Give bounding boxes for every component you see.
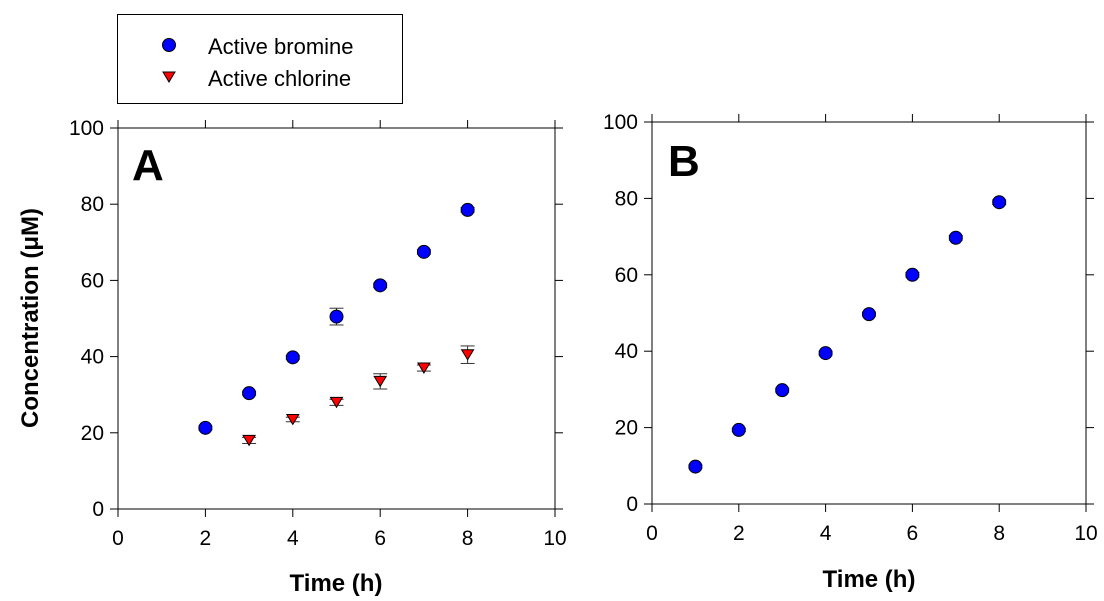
x-tick-label: 6 xyxy=(907,522,919,545)
data-point xyxy=(198,420,213,435)
data-point xyxy=(416,244,431,259)
y-axis: 0 20 40 60 80 100 xyxy=(603,111,1094,516)
y-tick-label: 0 xyxy=(626,493,638,516)
legend-item-active-bromine: Active bromine xyxy=(118,32,402,62)
y-axis: 0 20 40 60 80 100 xyxy=(69,117,563,521)
data-point xyxy=(948,230,963,245)
y-tick-label: 20 xyxy=(615,417,638,440)
x-tick-label: 10 xyxy=(1074,522,1097,545)
x-axis: 0 2 4 6 8 10 xyxy=(646,114,1098,545)
data-point xyxy=(417,362,431,375)
x-tick-label: 2 xyxy=(733,522,745,545)
y-tick-label: 60 xyxy=(615,264,638,287)
x-axis: 0 2 4 6 8 10 xyxy=(112,120,567,550)
x-tick-label: 2 xyxy=(200,527,212,550)
x-tick-label: 0 xyxy=(646,522,658,545)
legend-label: Active chlorine xyxy=(208,66,352,91)
legend: Active bromine Active chlorine xyxy=(117,14,403,104)
data-point xyxy=(329,396,344,409)
data-point xyxy=(285,413,300,426)
x-tick-label: 4 xyxy=(820,522,832,545)
data-point xyxy=(731,422,746,437)
x-tick-label: 10 xyxy=(543,527,566,550)
data-point xyxy=(373,278,388,293)
x-tick-label: 8 xyxy=(462,527,474,550)
x-axis-title: Time (h) xyxy=(290,570,383,597)
y-tick-label: 100 xyxy=(603,111,638,134)
panel-a: 0 2 4 6 8 10 0 20 40 60 80 100 A Time (h) Concentr… xyxy=(17,117,567,597)
data-point xyxy=(329,309,344,324)
data-point xyxy=(460,202,475,217)
triangle-marker-icon xyxy=(162,71,176,83)
legend-label: Active bromine xyxy=(208,34,354,59)
data-point xyxy=(992,195,1007,210)
plot-marks xyxy=(198,202,475,447)
y-tick-label: 80 xyxy=(81,193,104,216)
data-point xyxy=(373,375,388,388)
y-axis-title: Concentration (μM) xyxy=(17,208,44,428)
x-tick-label: 6 xyxy=(374,527,386,550)
data-point xyxy=(460,349,475,361)
data-point xyxy=(242,434,256,447)
plot-frame xyxy=(651,121,1087,505)
x-tick-label: 4 xyxy=(287,527,299,550)
data-point xyxy=(905,267,920,282)
data-point xyxy=(688,459,703,474)
y-tick-label: 80 xyxy=(615,187,638,210)
data-point xyxy=(242,386,257,401)
plot-marks xyxy=(688,195,1007,474)
x-axis-title: Time (h) xyxy=(823,566,916,593)
panel-b: 0 2 4 6 8 10 0 20 40 60 80 100 B Time (h) xyxy=(603,111,1098,593)
data-point xyxy=(862,307,876,322)
plot-frame xyxy=(117,127,556,510)
y-tick-label: 20 xyxy=(81,422,104,445)
x-tick-label: 8 xyxy=(993,522,1005,545)
panel-label: A xyxy=(132,141,164,190)
y-tick-label: 0 xyxy=(92,498,104,521)
y-tick-label: 100 xyxy=(69,117,104,140)
y-tick-label: 40 xyxy=(615,340,638,363)
legend-item-active-chlorine: Active chlorine xyxy=(118,64,402,94)
data-point xyxy=(818,346,833,361)
data-point xyxy=(775,383,790,398)
y-tick-label: 40 xyxy=(81,346,104,369)
x-tick-label: 0 xyxy=(112,527,124,550)
panel-label: B xyxy=(668,137,700,186)
y-tick-label: 60 xyxy=(81,269,104,292)
data-point xyxy=(285,350,300,365)
circle-marker-icon xyxy=(162,38,176,52)
